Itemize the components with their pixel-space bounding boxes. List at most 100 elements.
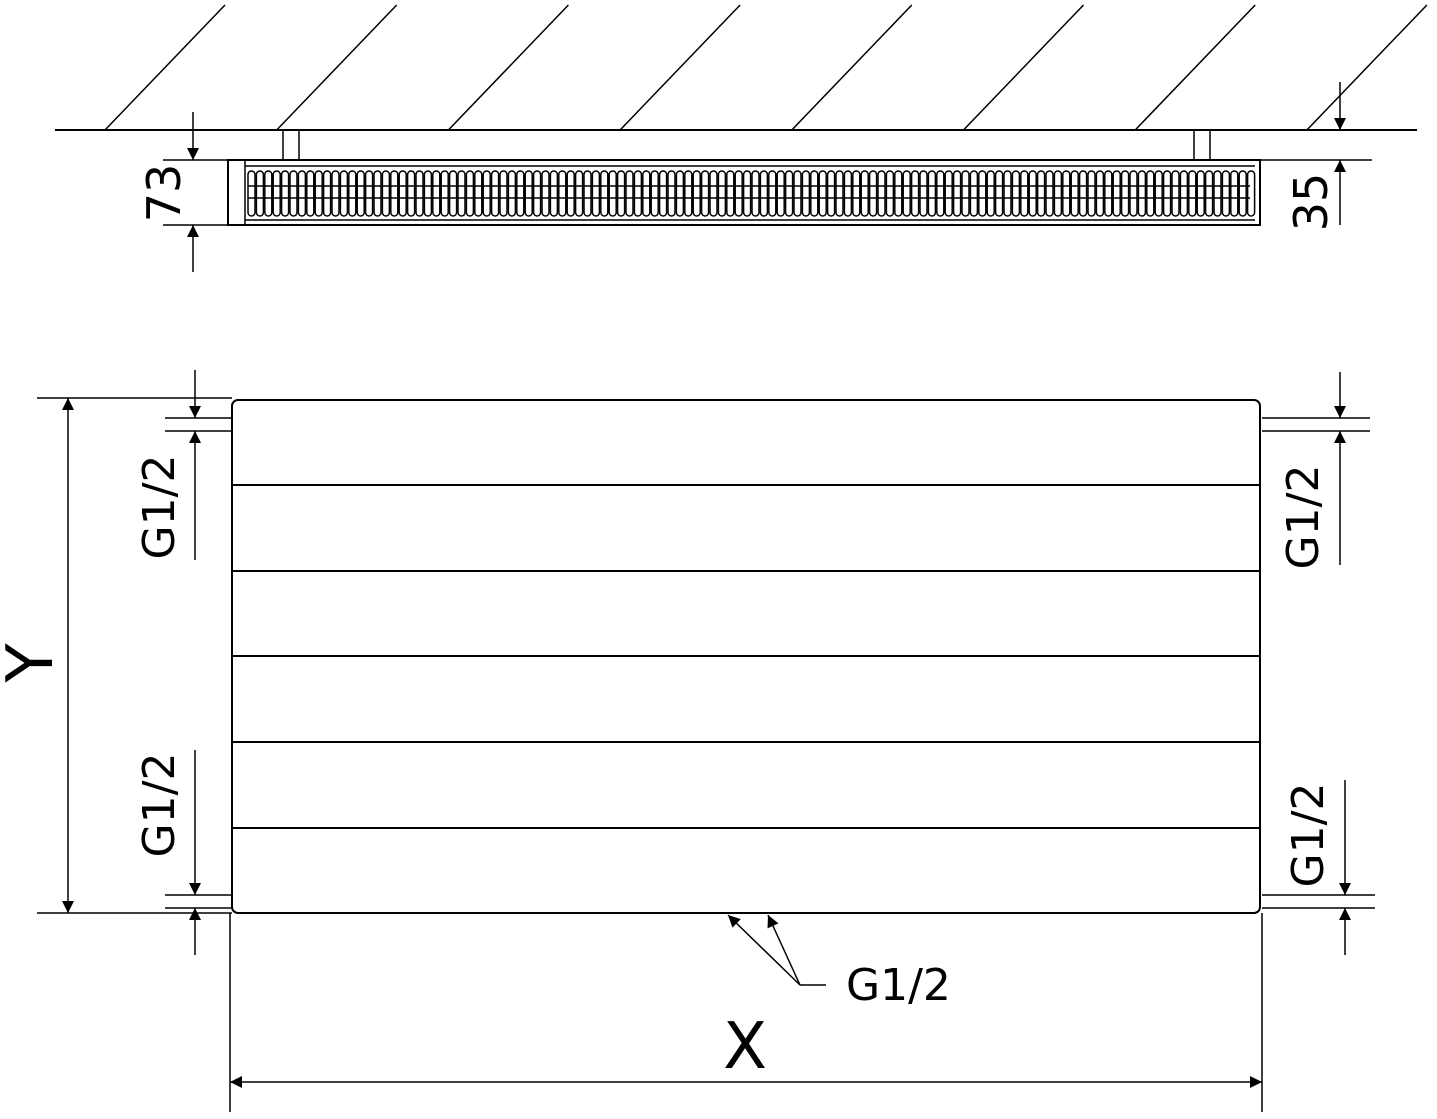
dimension-35: 35 (1260, 82, 1372, 231)
fin (373, 170, 382, 217)
panel-grooves (232, 484, 1260, 829)
fin (1062, 170, 1071, 217)
fin (952, 170, 962, 217)
connection-label: G1/2 (846, 960, 951, 1011)
fin (448, 170, 458, 217)
fin (507, 170, 517, 217)
fin (667, 170, 676, 217)
fin (726, 170, 735, 217)
fin (272, 170, 281, 217)
fin (709, 170, 718, 217)
fin (574, 170, 584, 217)
fin (390, 170, 399, 217)
fin (1003, 170, 1012, 217)
fin (650, 170, 659, 217)
wall-hatching (104, 4, 1428, 131)
fin (566, 170, 575, 217)
fin (978, 170, 987, 217)
fin (927, 170, 937, 217)
fin (465, 170, 475, 217)
fin (1020, 170, 1029, 217)
hatch-line (791, 4, 913, 131)
fin (423, 170, 433, 217)
fin (675, 170, 685, 217)
fin (608, 170, 617, 217)
fin (1230, 170, 1239, 217)
fin (1028, 170, 1037, 217)
fin (818, 170, 827, 217)
bracket-left (282, 129, 300, 161)
convector-fins (247, 170, 1256, 217)
fin (516, 170, 525, 217)
hatch-line (447, 4, 569, 131)
fin (658, 170, 668, 217)
dimension-y: Y (0, 397, 232, 914)
fin (1078, 170, 1088, 217)
fin (1221, 170, 1231, 217)
fin (356, 170, 365, 217)
fin (625, 170, 634, 217)
hatch-line (104, 4, 226, 131)
fin (616, 170, 626, 217)
hatch-line (962, 4, 1085, 131)
fin (524, 170, 533, 217)
fin (1036, 170, 1046, 217)
fin (751, 170, 760, 217)
fin (910, 170, 920, 217)
fin (406, 170, 416, 217)
fin (835, 170, 844, 217)
hatch-line (276, 4, 398, 131)
fin (264, 170, 273, 217)
hatch-line (619, 4, 741, 131)
fin (902, 170, 911, 217)
fin (1204, 170, 1214, 217)
fin (532, 170, 542, 217)
fin (490, 170, 500, 217)
fin (482, 170, 491, 217)
width-label: X (723, 1010, 767, 1084)
depth-label: 73 (137, 164, 191, 223)
fin (843, 170, 853, 217)
fin (297, 170, 307, 217)
fin (734, 170, 743, 217)
fin (877, 170, 886, 217)
fin (457, 170, 466, 217)
fin (894, 170, 903, 217)
fin (986, 170, 995, 217)
fin (768, 170, 777, 217)
front-view: Y G1/2 G1/2 G1/2 (0, 370, 1375, 1112)
fin (1070, 170, 1079, 217)
fin (684, 170, 693, 217)
fin (1011, 170, 1021, 217)
fin (793, 170, 802, 217)
fin (784, 170, 794, 217)
fin (1104, 170, 1113, 217)
fin (1087, 170, 1096, 217)
top-view: 73 35 (55, 4, 1428, 272)
fin (280, 170, 290, 217)
fin (759, 170, 769, 217)
fin (398, 170, 407, 217)
fin (1053, 170, 1063, 217)
dimension-73: 73 (137, 112, 228, 272)
fin (700, 170, 710, 217)
fin (1146, 170, 1155, 217)
height-label: Y (0, 643, 68, 684)
fin (1213, 170, 1222, 217)
fin (1171, 170, 1180, 217)
fin (306, 170, 315, 217)
fin (474, 170, 483, 217)
fin (1179, 170, 1189, 217)
fin (1129, 170, 1138, 217)
leader-arrow (767, 914, 801, 986)
fin (255, 170, 265, 217)
fin (860, 170, 869, 217)
fin (969, 170, 979, 217)
fin (742, 170, 752, 217)
bracket-right (1193, 129, 1211, 161)
fin (801, 170, 811, 217)
fin (826, 170, 836, 217)
connection-right-bottom: G1/2 (1262, 780, 1375, 955)
fin (810, 170, 819, 217)
